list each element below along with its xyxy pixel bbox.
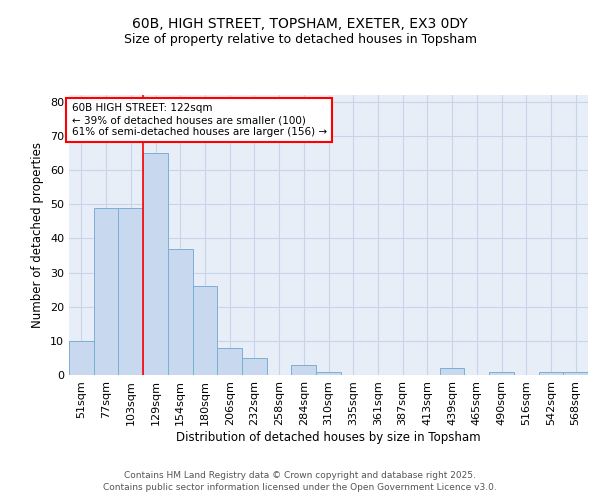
Text: Size of property relative to detached houses in Topsham: Size of property relative to detached ho… [124, 32, 476, 46]
Text: 60B, HIGH STREET, TOPSHAM, EXETER, EX3 0DY: 60B, HIGH STREET, TOPSHAM, EXETER, EX3 0… [132, 18, 468, 32]
Bar [539, 372, 563, 375]
Bar [69, 341, 94, 375]
Bar [217, 348, 242, 375]
Text: 60B HIGH STREET: 122sqm
← 39% of detached houses are smaller (100)
61% of semi-d: 60B HIGH STREET: 122sqm ← 39% of detache… [71, 104, 327, 136]
Bar [292, 365, 316, 375]
Bar [242, 358, 267, 375]
X-axis label: Distribution of detached houses by size in Topsham: Distribution of detached houses by size … [176, 430, 481, 444]
Bar [440, 368, 464, 375]
Y-axis label: Number of detached properties: Number of detached properties [31, 142, 44, 328]
Bar [168, 248, 193, 375]
Bar [489, 372, 514, 375]
Text: Contains HM Land Registry data © Crown copyright and database right 2025.
Contai: Contains HM Land Registry data © Crown c… [103, 471, 497, 492]
Bar [118, 208, 143, 375]
Bar [94, 208, 118, 375]
Bar [563, 372, 588, 375]
Bar [143, 153, 168, 375]
Bar [193, 286, 217, 375]
Bar [316, 372, 341, 375]
